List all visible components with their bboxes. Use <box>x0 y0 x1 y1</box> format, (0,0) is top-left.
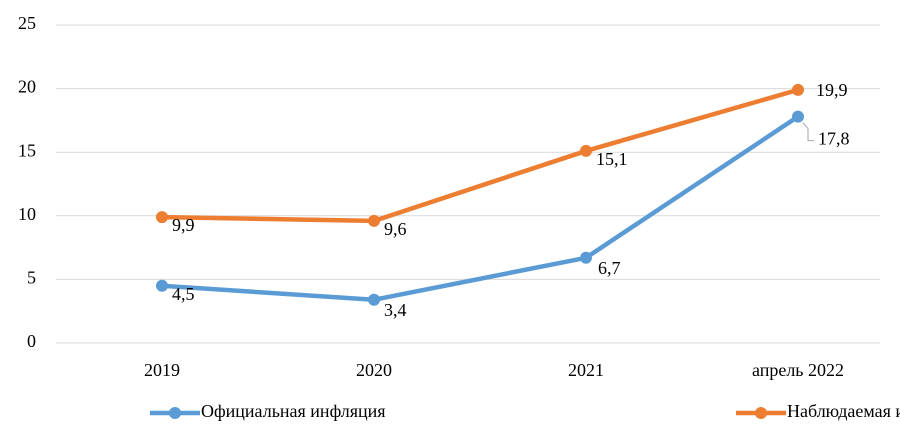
y-tick-label: 0 <box>27 331 36 351</box>
legend-marker <box>755 407 767 419</box>
leader-line <box>802 122 814 142</box>
data-label: 4,5 <box>172 284 195 304</box>
series-point <box>156 279 168 292</box>
legend-marker <box>169 407 181 419</box>
data-label: 6,7 <box>598 258 621 278</box>
series-point <box>368 214 380 227</box>
y-tick-label: 10 <box>18 204 36 224</box>
data-label: 15,1 <box>596 149 628 169</box>
series-point <box>156 211 168 224</box>
y-tick-label: 15 <box>18 140 36 160</box>
data-label: 9,6 <box>384 219 407 239</box>
y-tick-label: 5 <box>27 268 36 288</box>
x-tick-label: апрель 2022 <box>752 360 844 380</box>
y-tick-label: 20 <box>18 77 36 97</box>
series-point <box>368 293 380 306</box>
data-label: 9,9 <box>172 215 195 235</box>
x-tick-label: 2020 <box>356 360 392 380</box>
series-point <box>792 83 804 96</box>
series-point <box>580 251 592 264</box>
x-tick-label: 2021 <box>568 360 604 380</box>
data-label: 17,8 <box>818 129 850 149</box>
data-label: 3,4 <box>384 300 407 320</box>
series-point <box>792 110 804 123</box>
data-label: 19,9 <box>816 80 848 100</box>
series-line <box>161 87 799 224</box>
series-line <box>161 114 800 303</box>
legend-label: Официальная инфляция <box>201 401 386 421</box>
x-tick-label: 2019 <box>144 360 180 380</box>
legend-label: Наблюдаемая инфляция <box>787 401 900 421</box>
y-tick-label: 25 <box>18 13 36 33</box>
series-point <box>580 144 592 157</box>
